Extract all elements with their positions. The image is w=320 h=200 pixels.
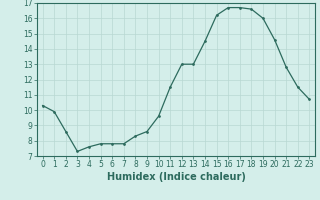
X-axis label: Humidex (Indice chaleur): Humidex (Indice chaleur): [107, 172, 245, 182]
